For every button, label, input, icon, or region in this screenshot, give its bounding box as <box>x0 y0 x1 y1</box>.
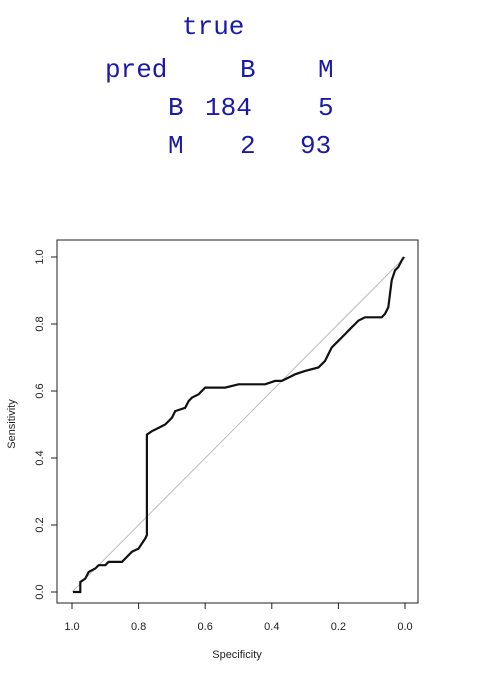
x-axis-label: Specificity <box>212 649 262 661</box>
col-var-label: true <box>182 12 245 42</box>
y-tick-label-3: 0.6 <box>34 383 46 398</box>
x-tick-label-3: 0.4 <box>264 621 279 633</box>
row-label-m: M <box>168 131 184 161</box>
table-col-var-row: true <box>0 12 481 42</box>
row-label-b: B <box>168 93 184 123</box>
table-row-m: M 2 93 <box>0 131 481 161</box>
confusion-table: true pred B M B 184 5 M 2 93 <box>0 0 481 180</box>
table-header-row: pred B M <box>0 55 481 85</box>
diagonal-reference-line <box>71 256 406 593</box>
y-tick-label-2: 0.4 <box>34 450 46 465</box>
table-row-b: B 184 5 <box>0 93 481 123</box>
row-var-label: pred <box>105 55 168 85</box>
y-tick-label-5: 1.0 <box>34 249 46 264</box>
x-tick-label-1: 0.8 <box>131 621 146 633</box>
x-tick-label-2: 0.6 <box>198 621 213 633</box>
y-tick-label-0: 0.0 <box>34 584 46 599</box>
col-header-m: M <box>318 55 334 85</box>
y-tick-label-4: 0.8 <box>34 316 46 331</box>
cell-b-m: 5 <box>318 93 334 123</box>
x-tick-label-0: 1.0 <box>64 621 79 633</box>
y-axis-label: Sensitivity <box>6 399 18 449</box>
plot-area: 1.0 0.8 0.6 0.4 0.2 0.0 0.0 0.2 0.4 0.6 0.8 1.0 <box>34 239 419 633</box>
plot-frame <box>56 239 419 604</box>
x-tick-label-5: 0.0 <box>397 621 412 633</box>
y-tick-label-1: 0.2 <box>34 517 46 532</box>
roc-curve-0 <box>73 256 405 594</box>
cell-b-b: 184 <box>205 93 252 123</box>
x-tick-label-4: 0.2 <box>331 621 346 633</box>
cell-m-m: 93 <box>300 131 332 161</box>
cell-m-b: 2 <box>240 131 256 161</box>
col-header-b: B <box>240 55 256 85</box>
